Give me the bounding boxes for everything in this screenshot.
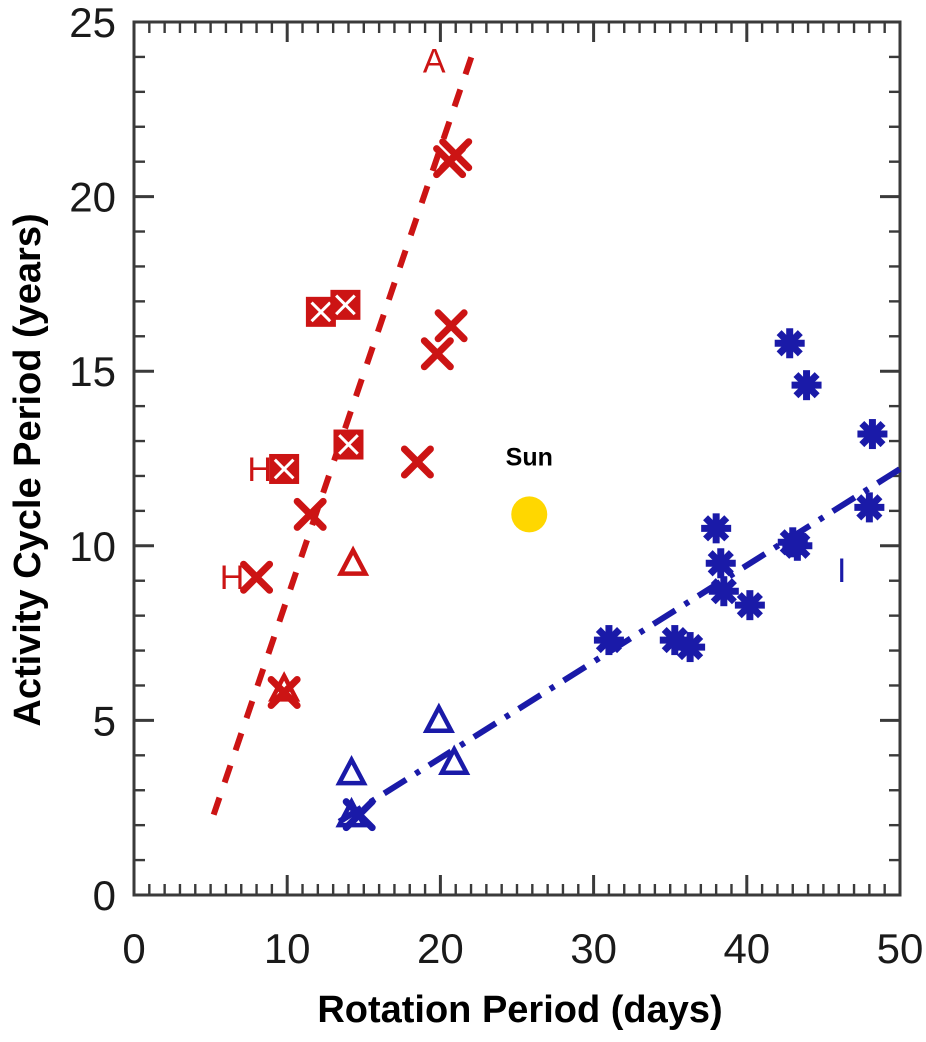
annotations: A H H I Sun	[220, 42, 847, 597]
marker-asterisk	[793, 372, 820, 399]
marker-asterisk	[856, 494, 883, 521]
marker-asterisk	[784, 532, 811, 559]
marker-square-x	[310, 301, 332, 323]
plot-frame	[132, 20, 902, 897]
marker-x	[400, 445, 434, 479]
series-open-triangle	[268, 545, 370, 702]
marker-x	[240, 560, 274, 594]
marker-triangle	[422, 702, 455, 734]
y-axis-title: Activity Cycle Period (years)	[7, 213, 49, 726]
label-sun: Sun	[506, 443, 553, 471]
marker-asterisk	[859, 420, 886, 448]
label-a: A	[423, 42, 446, 80]
marker-asterisk	[710, 578, 737, 605]
x-tick-label: 0	[122, 925, 145, 972]
y-tick-label: 20	[69, 174, 116, 221]
series-x	[342, 798, 376, 832]
x-axis-title: Rotation Period (days)	[317, 989, 722, 1031]
marker-asterisk	[736, 592, 763, 619]
marker-asterisk	[661, 627, 688, 654]
marker-sun-circle	[511, 496, 548, 533]
marker-x	[434, 309, 468, 343]
x-tick-label: 40	[723, 925, 770, 972]
label-i: I	[837, 552, 846, 590]
trend-line	[337, 466, 902, 825]
y-tick-label: 15	[69, 348, 116, 395]
marker-x	[342, 798, 376, 832]
y-tick-label: 0	[93, 872, 116, 919]
y-tick-label: 10	[69, 523, 116, 570]
marker-asterisk	[595, 627, 622, 654]
marker-asterisk	[707, 550, 734, 577]
marker-square-x	[273, 458, 295, 480]
marker-triangle	[336, 545, 370, 576]
y-tick-label: 25	[69, 0, 116, 46]
marker-x	[439, 138, 473, 172]
series-x	[240, 138, 473, 709]
y-tick-label: 5	[93, 697, 116, 744]
x-tick-label: 30	[570, 925, 617, 972]
x-tick-label: 10	[264, 925, 311, 972]
marker-x	[293, 497, 327, 531]
marker-triangle	[268, 671, 301, 702]
x-tick-label: 20	[417, 925, 464, 972]
trend-lines	[210, 52, 902, 825]
series-asterisk	[593, 328, 888, 663]
x-tick-label: 50	[877, 925, 924, 972]
marker-asterisk	[677, 633, 704, 661]
marker-triangle	[438, 744, 471, 775]
label-h-upper: H	[247, 451, 272, 489]
marker-x	[420, 337, 454, 371]
marker-triangle	[335, 754, 368, 786]
marker-square-x	[338, 434, 359, 455]
marker-asterisk	[703, 515, 730, 542]
data-points	[240, 138, 888, 832]
marker-asterisk	[776, 330, 803, 357]
series-filled-circle	[511, 496, 548, 533]
axis-tick-labels: 0 10 20 30 40 50 0 5 10 15 20 25	[69, 0, 923, 972]
series-filled-square-x	[269, 289, 364, 484]
label-h-lower: H	[220, 559, 245, 597]
marker-square-x	[335, 294, 356, 316]
